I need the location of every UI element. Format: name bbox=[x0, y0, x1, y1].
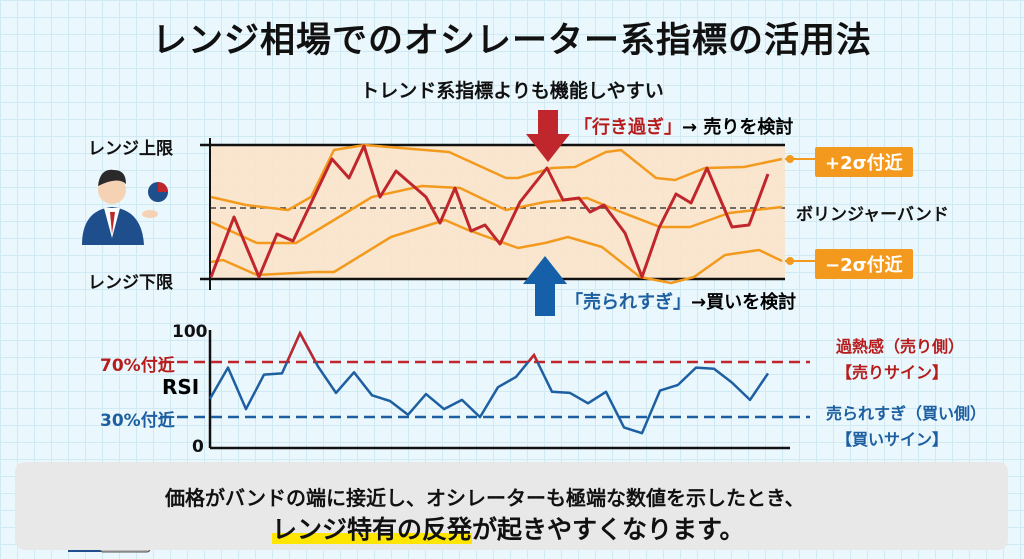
overbought-note: 過熱感（売り側） bbox=[836, 337, 965, 356]
lower-band-tag: −2σ付近 bbox=[815, 249, 913, 279]
lower-tag-dot bbox=[786, 257, 794, 265]
bollinger-band-label: ボリンジャーバンド bbox=[796, 205, 949, 225]
buy-arrow-icon bbox=[523, 256, 567, 316]
buy-callout-quote: 「売られすぎ」 bbox=[565, 292, 691, 313]
buy-callout: 「売られすぎ」→買いを検討 bbox=[565, 288, 796, 314]
rsi-tick-0: 0 bbox=[192, 437, 204, 457]
range-upper-label: レンジ上限 bbox=[88, 139, 173, 159]
rsi-overbought-segment bbox=[285, 330, 539, 362]
summary-line-1: 価格がバンドの端に接近し、オシレーターも極端な数値を示したとき、 bbox=[165, 486, 805, 510]
oversold-label: 30%付近 bbox=[100, 411, 175, 431]
buy-sign: 【買いサイン】 bbox=[836, 430, 949, 449]
sell-callout-rest: → 売りを検討 bbox=[682, 117, 794, 138]
price-line bbox=[209, 144, 770, 279]
rsi-tick-100: 100 bbox=[172, 322, 208, 342]
bollinger-lower-band bbox=[210, 218, 783, 285]
summary-highlight: レンジ特有の反発 bbox=[272, 515, 473, 544]
sell-callout: 「行き過ぎ」→ 売りを検討 bbox=[574, 113, 793, 139]
buy-callout-rest: →買いを検討 bbox=[691, 292, 797, 313]
upper-band-tag: +2σ付近 bbox=[815, 147, 913, 177]
sell-sign: 【売りサイン】 bbox=[836, 363, 949, 382]
businessman-presenting-icon bbox=[82, 169, 168, 245]
summary-banner bbox=[15, 462, 1008, 550]
bollinger-middle-band bbox=[210, 184, 783, 245]
summary-line-2-rest: が起きやすくなります。 bbox=[472, 515, 745, 544]
overbought-label: 70%付近 bbox=[100, 356, 175, 376]
bollinger-upper-band bbox=[210, 143, 783, 212]
oversold-note: 売られすぎ（買い側） bbox=[826, 404, 987, 423]
sell-arrow-icon bbox=[526, 110, 570, 162]
rsi-label: RSI bbox=[162, 375, 200, 399]
summary-line-2: レンジ特有の反発が起きやすくなります。 bbox=[272, 510, 745, 546]
subtitle: トレンド系指標よりも機能しやすい bbox=[360, 80, 664, 102]
page-title: レンジ相場でのオシレーター系指標の活用法 bbox=[151, 21, 872, 61]
sell-callout-quote: 「行き過ぎ」 bbox=[574, 117, 682, 138]
range-fill bbox=[210, 145, 785, 279]
range-lower-label: レンジ下限 bbox=[88, 273, 173, 293]
upper-tag-dot bbox=[786, 155, 794, 163]
